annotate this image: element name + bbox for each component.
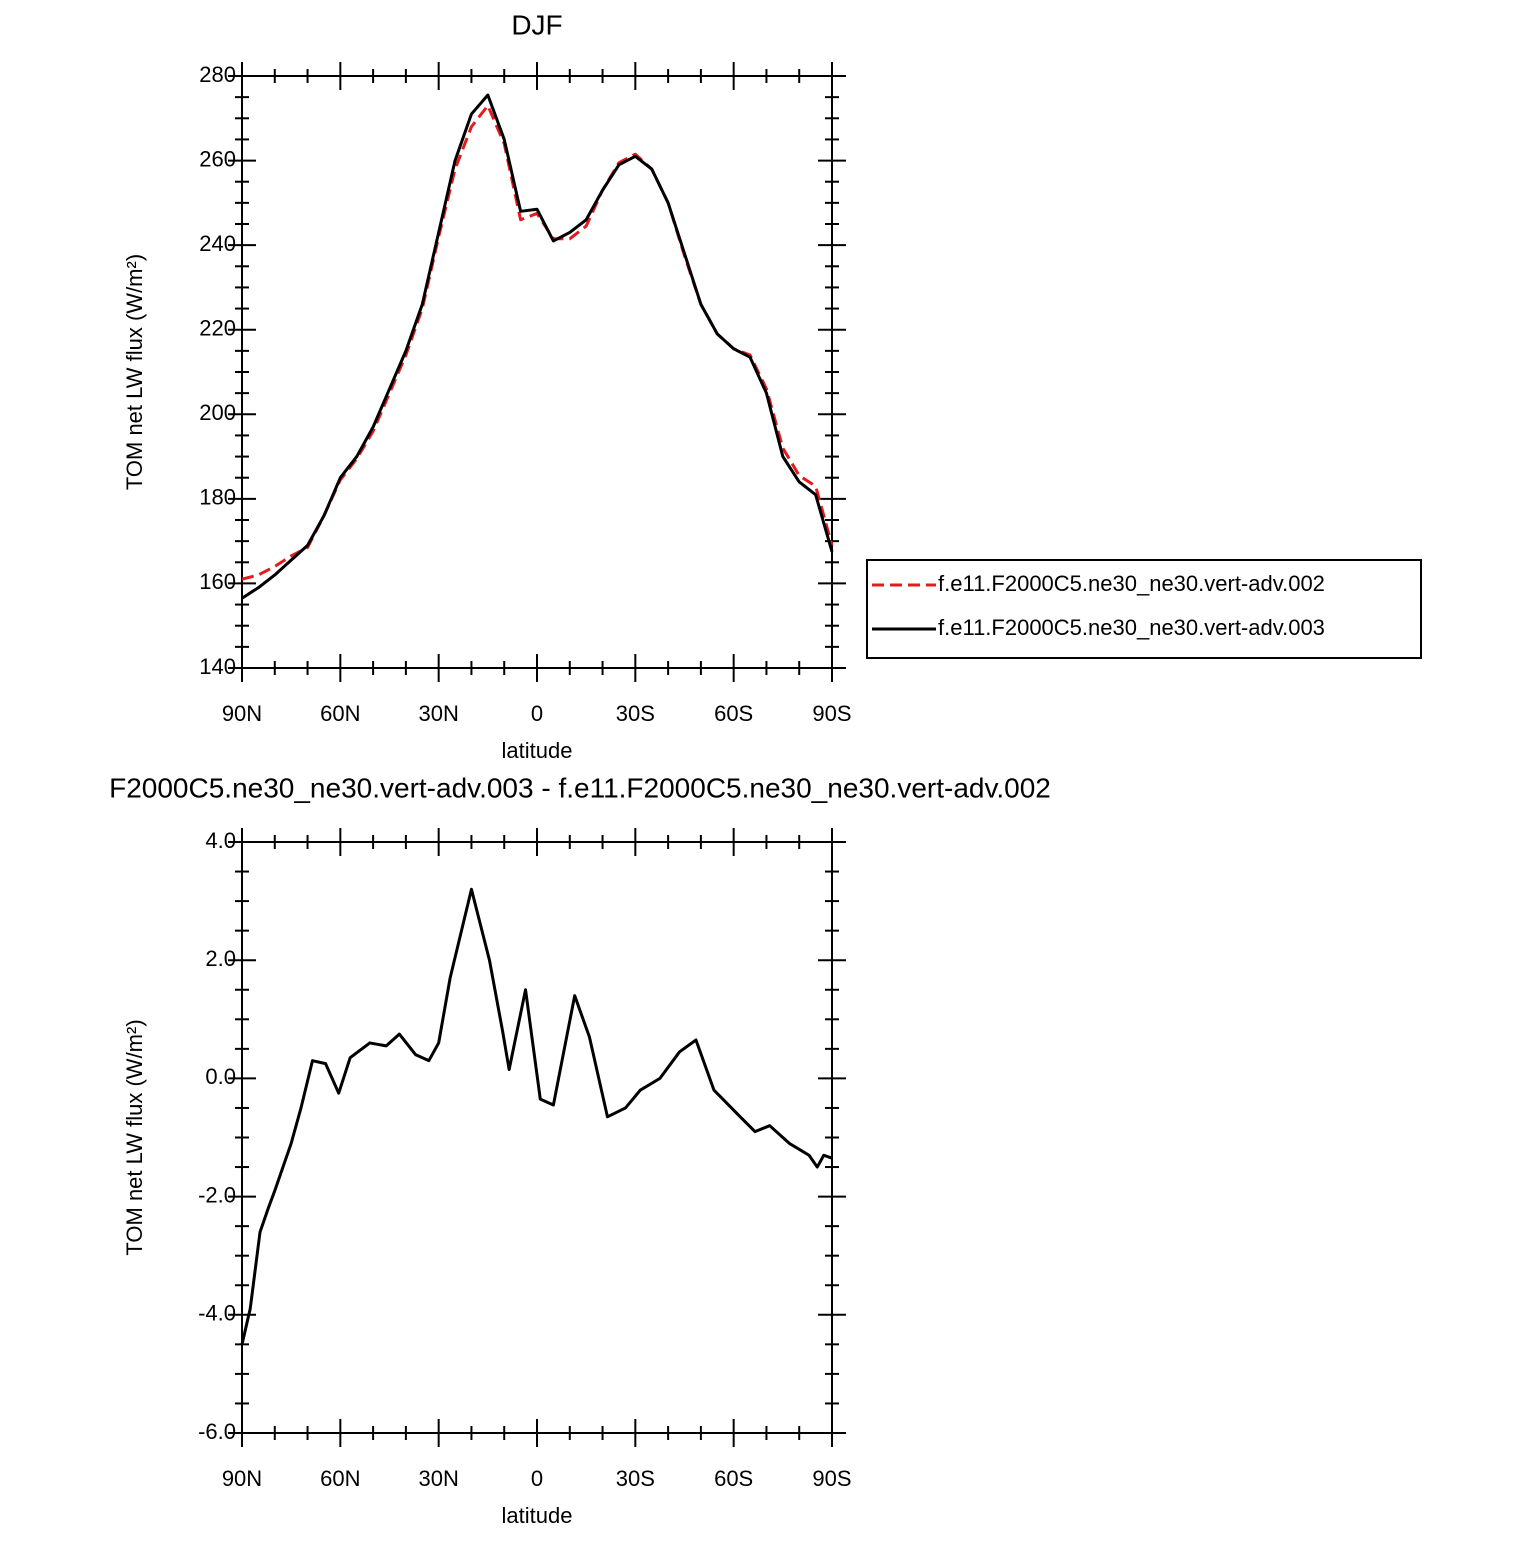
x-tick-label: 0 (531, 701, 543, 726)
x-tick-label: 60S (714, 1466, 753, 1491)
y-axis-label: TOM net LW flux (W/m²) (122, 1019, 147, 1255)
y-axis-label: TOM net LW flux (W/m²) (122, 254, 147, 490)
plot-frame (241, 841, 833, 1434)
x-tick-label: 30N (418, 701, 458, 726)
y-tick-label: 140 (199, 654, 236, 679)
x-tick-label: 30S (616, 701, 655, 726)
series-line (241, 104, 834, 581)
y-tick-label: 280 (199, 62, 236, 87)
plot-frame (241, 75, 833, 669)
x-tick-label: 60N (320, 701, 360, 726)
x-tick-label: 90S (812, 701, 851, 726)
x-tick-label: 30S (616, 1466, 655, 1491)
x-axis-label: latitude (502, 1503, 573, 1528)
legend-label: f.e11.F2000C5.ne30_ne30.vert-adv.003 (938, 615, 1325, 640)
series-line (241, 93, 834, 600)
y-tick-label: 2.0 (205, 946, 236, 971)
x-tick-label: 30N (418, 1466, 458, 1491)
y-tick-label: 260 (199, 146, 236, 171)
x-tick-label: 60N (320, 1466, 360, 1491)
chart-title: F2000C5.ne30_ne30.vert-adv.003 - f.e11.F… (109, 772, 1051, 803)
x-tick-label: 90S (812, 1466, 851, 1491)
y-tick-label: 200 (199, 400, 236, 425)
x-axis-label: latitude (502, 738, 573, 763)
y-tick-label: -4.0 (198, 1301, 236, 1326)
y-tick-label: 220 (199, 316, 236, 341)
y-tick-label: 0.0 (205, 1064, 236, 1089)
x-tick-label: 0 (531, 1466, 543, 1491)
legend-box (866, 559, 1422, 659)
x-tick-label: 90N (222, 1466, 262, 1491)
y-tick-label: -2.0 (198, 1182, 236, 1207)
y-tick-label: 4.0 (205, 828, 236, 853)
legend-label: f.e11.F2000C5.ne30_ne30.vert-adv.002 (938, 571, 1325, 596)
y-tick-label: 160 (199, 569, 236, 594)
x-tick-label: 90N (222, 701, 262, 726)
chart-title: DJF (511, 9, 562, 40)
y-tick-label: 180 (199, 485, 236, 510)
y-tick-label: 240 (199, 231, 236, 256)
series-line (240, 887, 833, 1345)
x-tick-label: 60S (714, 701, 753, 726)
y-tick-label: -6.0 (198, 1419, 236, 1444)
